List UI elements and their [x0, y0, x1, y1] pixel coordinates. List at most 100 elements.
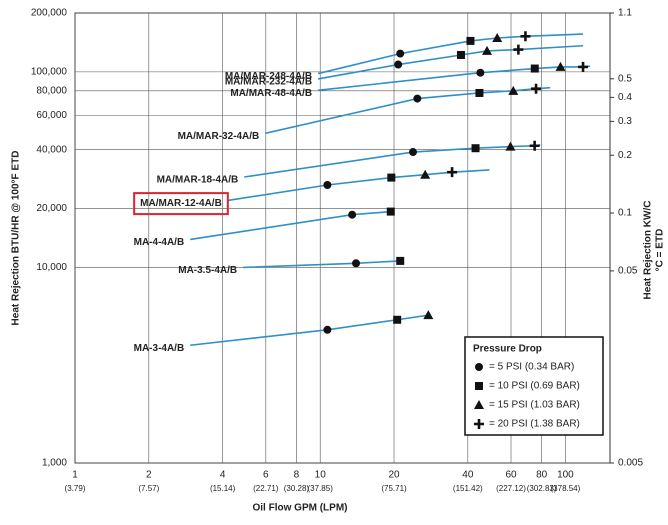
marker-plus — [513, 44, 524, 55]
marker-circle — [408, 148, 417, 157]
marker-circle — [476, 68, 485, 77]
x-tick-label: 100 — [557, 470, 574, 481]
marker-plus — [520, 31, 531, 42]
marker-triangle — [423, 310, 434, 320]
curve — [190, 314, 429, 347]
marker-triangle — [420, 169, 431, 179]
y-axis-label: Heat Rejection BTU/HR @ 100°F ETD — [11, 151, 22, 326]
marker-triangle — [482, 45, 493, 55]
y2-axis-label: Heat Rejection KW/C — [643, 201, 654, 300]
y2-tick-label: 0.5 — [618, 73, 632, 84]
marker-circle — [323, 180, 332, 189]
marker-circle — [475, 363, 483, 371]
x-tick-label: 2 — [146, 470, 152, 481]
y2-tick-label: 1.1 — [618, 8, 632, 19]
y-tick-label: 100,000 — [31, 67, 68, 78]
marker-square — [386, 207, 395, 216]
marker-triangle — [492, 33, 503, 43]
x-secondary-tick-label: (75.71) — [381, 484, 407, 493]
y2-axis-label: °C = ETD — [655, 229, 666, 272]
curve — [317, 65, 591, 92]
marker-square — [396, 256, 405, 265]
y2-tick-label: 0.4 — [618, 92, 632, 103]
marker-square — [475, 382, 483, 390]
marker-circle — [396, 49, 405, 58]
x-secondary-tick-label: (3.79) — [65, 484, 86, 493]
highlight-box — [133, 192, 229, 216]
curve — [243, 260, 401, 269]
y2-tick-label: 0.3 — [618, 116, 632, 127]
marker-plus — [474, 419, 484, 429]
legend: Pressure Drop = 5 PSI (0.34 BAR) = 10 PSI … — [464, 336, 604, 436]
marker-square — [530, 64, 539, 73]
marker-plus — [531, 83, 542, 94]
x-axis-label: Oil Flow GPM (LPM) — [253, 503, 348, 514]
marker-circle — [348, 210, 357, 219]
y2-tick-label: 0.05 — [618, 266, 638, 277]
y2-tick-label: 0.2 — [618, 150, 632, 161]
marker-plus — [447, 167, 458, 178]
curve-label: MA/MAR-232-4A/B — [225, 77, 312, 88]
x-secondary-tick-label: (37.85) — [308, 484, 334, 493]
x-tick-label: 1 — [72, 470, 78, 481]
curve-label: MA/MAR-18-4A/B — [157, 175, 239, 186]
x-tick-label: 40 — [462, 470, 474, 481]
x-secondary-tick-label: (7.57) — [138, 484, 159, 493]
legend-label: = 10 PSI (0.69 BAR) — [489, 381, 580, 392]
marker-circle — [413, 94, 422, 103]
y-tick-label: 200,000 — [31, 8, 68, 19]
curve-label: MA-4-4A/B — [134, 237, 185, 248]
y-tick-label: 10,000 — [36, 262, 67, 273]
y-tick-label: 1,000 — [42, 458, 67, 469]
curve-label: MA/MAR-12-4A/B — [140, 198, 222, 209]
marker-triangle — [508, 85, 519, 95]
marker-triangle — [505, 141, 516, 151]
x-tick-label: 6 — [263, 470, 269, 481]
marker-square — [393, 315, 402, 324]
curve — [227, 169, 490, 202]
x-tick-label: 8 — [294, 470, 300, 481]
marker-square — [456, 50, 465, 59]
marker-plus — [529, 140, 540, 151]
x-secondary-tick-label: (15.14) — [210, 484, 236, 493]
x-secondary-tick-label: (378.54) — [551, 484, 581, 493]
curve-label: MA/MAR-48-4A/B — [230, 88, 312, 99]
x-secondary-tick-label: (30.28) — [284, 484, 310, 493]
x-tick-label: 10 — [315, 470, 327, 481]
x-secondary-tick-label: (151.42) — [453, 484, 483, 493]
curve — [317, 33, 584, 75]
curve-label: MA/MAR-32-4A/B — [178, 131, 260, 142]
y2-tick-label: 0.1 — [618, 208, 632, 219]
legend-box — [464, 336, 604, 436]
marker-circle — [352, 259, 361, 268]
marker-circle — [394, 60, 403, 69]
y-tick-label: 40,000 — [36, 144, 67, 155]
marker-square — [475, 88, 484, 97]
x-secondary-tick-label: (227.12) — [496, 484, 526, 493]
marker-triangle — [474, 400, 484, 409]
marker-plus — [578, 61, 589, 72]
y-tick-label: 80,000 — [36, 85, 67, 96]
marker-circle — [323, 325, 332, 334]
curve — [317, 44, 584, 80]
x-tick-label: 4 — [220, 470, 226, 481]
curve-label: MA-3-4A/B — [134, 343, 185, 354]
legend-title: Pressure Drop — [473, 344, 542, 355]
marker-square — [387, 173, 396, 182]
marker-square — [466, 36, 475, 45]
x-tick-label: 80 — [536, 470, 548, 481]
x-secondary-tick-label: (22.71) — [253, 484, 279, 493]
legend-label: = 20 PSI (1.38 BAR) — [489, 419, 580, 430]
curve-label: MA-3.5-4A/B — [178, 265, 237, 276]
y-tick-label: 20,000 — [36, 203, 67, 214]
curve-label: MA/MAR-248-4A/B — [225, 71, 312, 82]
marker-square — [471, 144, 480, 153]
x-tick-label: 60 — [505, 470, 517, 481]
y2-tick-label: 0.005 — [618, 458, 643, 469]
curve — [190, 210, 391, 241]
legend-label: = 15 PSI (1.03 BAR) — [489, 400, 580, 411]
marker-triangle — [555, 61, 566, 71]
legend-label: = 5 PSI (0.34 BAR) — [489, 362, 574, 373]
y-tick-label: 60,000 — [36, 110, 67, 121]
